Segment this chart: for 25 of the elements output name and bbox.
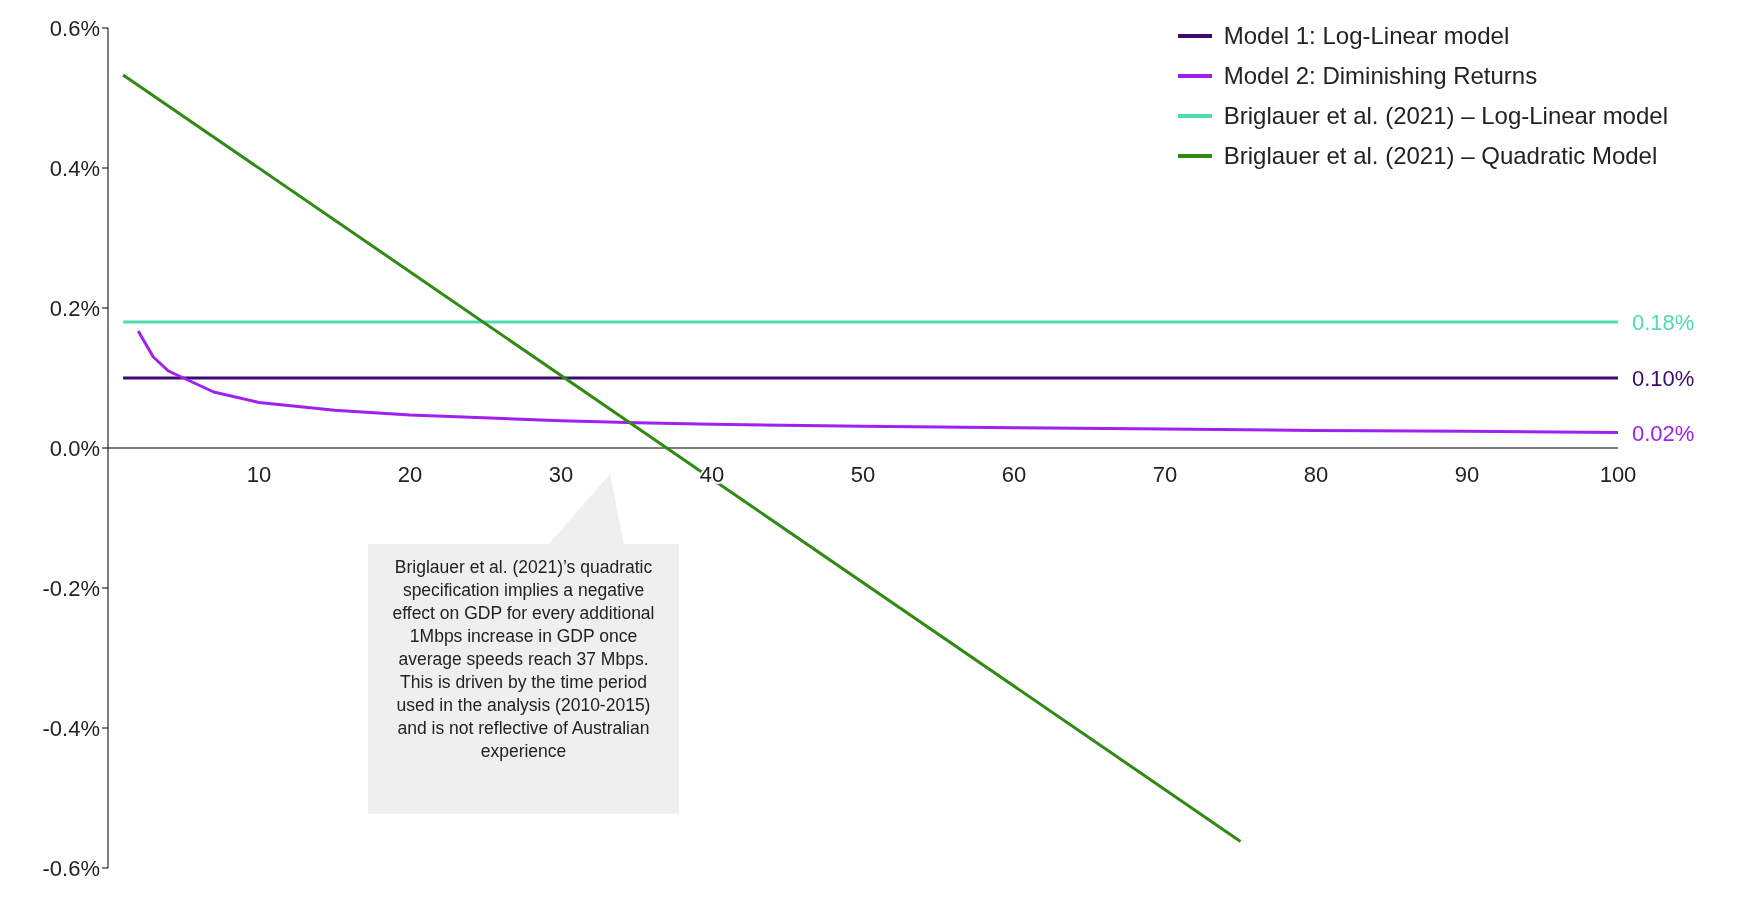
y-tick-label: 0.6% [49,15,100,41]
data-label: 0.18% [1632,310,1695,335]
legend-label: Model 2: Diminishing Returns [1223,61,1538,91]
x-tick-label: 100 [1599,462,1637,487]
y-tick-label: 0.2% [49,295,100,321]
data-label: 0.02% [1632,420,1695,446]
y-tick-label: -0.6% [42,855,100,881]
text: Briglauer et al. (2021)’s quadratic specification implies a negative effect on GDP for every additional 1Mbps increase in GDP once average speeds reach 37 Mbps. This is driven by the time period used in the analysis (2010-2015) and is not reflective of Australian experience [392,557,655,761]
x-tick-label: 50 [850,462,876,487]
legend-label: Briglauer et al. (2021) – Log-Linear model [1223,101,1668,131]
x-tick-label: 10 [246,462,272,487]
x-tick-label: 20 [397,462,423,487]
y-tick-label: -0.4% [42,715,100,741]
y-tick-label: 0.0% [49,435,100,461]
legend-label: Briglauer et al. (2021) – Quadratic Model [1223,141,1658,171]
x-tick-label: 30 [548,462,574,487]
line-series [136,329,1618,435]
data-label: 0.10% [1632,366,1695,391]
x-tick-label: 90 [1454,462,1480,487]
y-tick-label: 0.4% [49,155,100,181]
x-tick-label: 70 [1152,462,1178,487]
x-tick-label: 60 [1001,462,1027,487]
y-tick-label: -0.2% [42,575,100,601]
legend-label: Model 1: Log-Linear model [1223,21,1510,51]
x-tick-label: 80 [1303,462,1329,487]
